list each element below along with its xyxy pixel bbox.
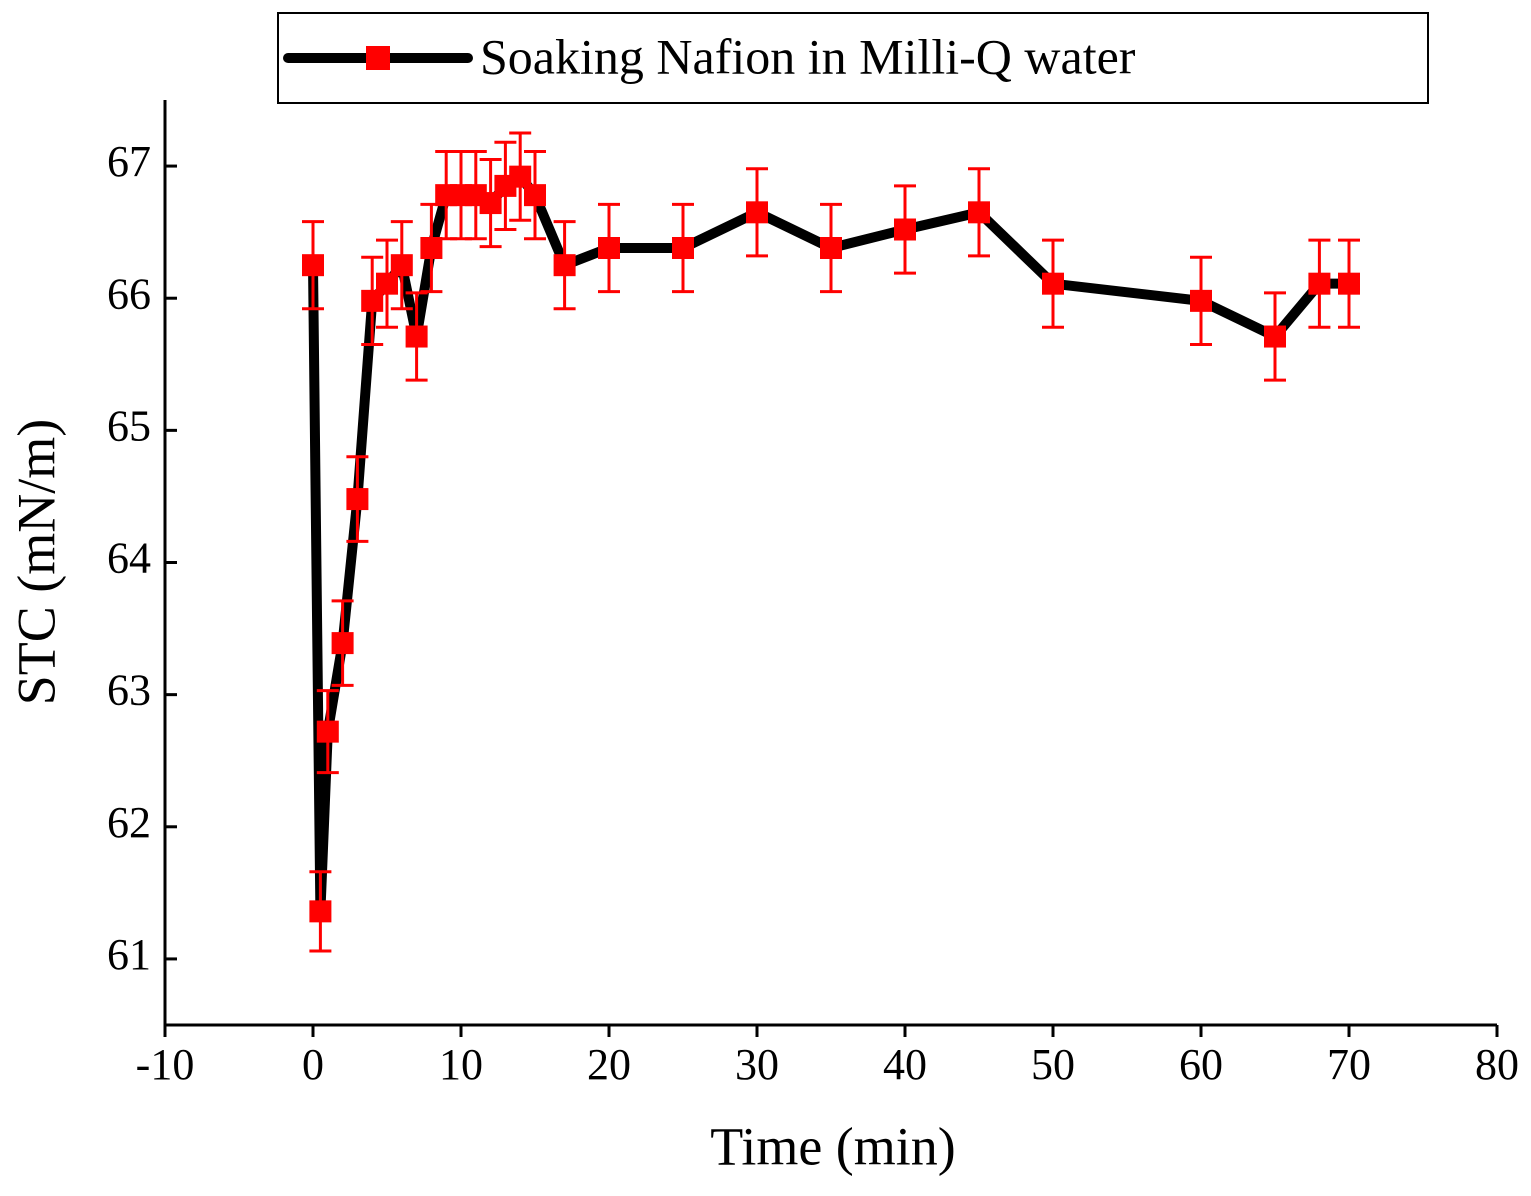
marker	[1264, 325, 1286, 348]
marker	[309, 900, 332, 923]
marker	[1042, 272, 1064, 295]
y-axis-label: STC (mN/m)	[6, 419, 66, 706]
marker	[820, 237, 842, 259]
x-tick-label: 60	[1179, 1040, 1223, 1089]
legend-marker	[366, 46, 390, 70]
marker	[524, 184, 546, 207]
x-tick-label: 0	[302, 1040, 324, 1089]
y-tick-label: 63	[107, 666, 151, 715]
y-tick-label: 65	[107, 401, 151, 450]
marker	[1308, 272, 1331, 295]
x-tick-label: 80	[1475, 1040, 1519, 1089]
x-tick-label: -10	[136, 1040, 195, 1089]
marker	[968, 201, 990, 224]
x-tick-label: 70	[1327, 1040, 1371, 1089]
y-tick-label: 61	[107, 930, 151, 979]
marker	[553, 254, 576, 277]
marker	[1338, 272, 1360, 295]
y-tick-label: 66	[107, 269, 151, 318]
x-tick-label: 20	[587, 1040, 631, 1089]
x-tick-label: 10	[439, 1040, 483, 1089]
marker	[509, 165, 532, 188]
marker	[390, 254, 413, 277]
marker	[746, 201, 768, 224]
x-tick-label: 30	[735, 1040, 779, 1089]
marker	[316, 720, 339, 743]
marker	[479, 192, 502, 215]
legend-label: Soaking Nafion in Milli-Q water	[480, 28, 1136, 84]
legend-box	[277, 12, 1429, 104]
marker	[672, 237, 694, 259]
marker	[420, 237, 443, 259]
marker	[376, 272, 398, 295]
x-axis-label: Time (min)	[710, 1116, 956, 1176]
marker	[894, 218, 916, 241]
marker	[302, 254, 324, 277]
marker	[598, 237, 620, 259]
x-tick-label: 50	[1031, 1040, 1075, 1089]
y-tick-label: 62	[107, 798, 151, 847]
y-tick-label: 64	[107, 534, 151, 583]
x-tick-label: 40	[883, 1040, 927, 1089]
marker	[405, 325, 428, 348]
marker	[361, 289, 384, 312]
marker	[346, 488, 369, 511]
y-tick-label: 67	[107, 137, 151, 186]
marker	[331, 632, 354, 655]
marker	[1190, 289, 1212, 312]
